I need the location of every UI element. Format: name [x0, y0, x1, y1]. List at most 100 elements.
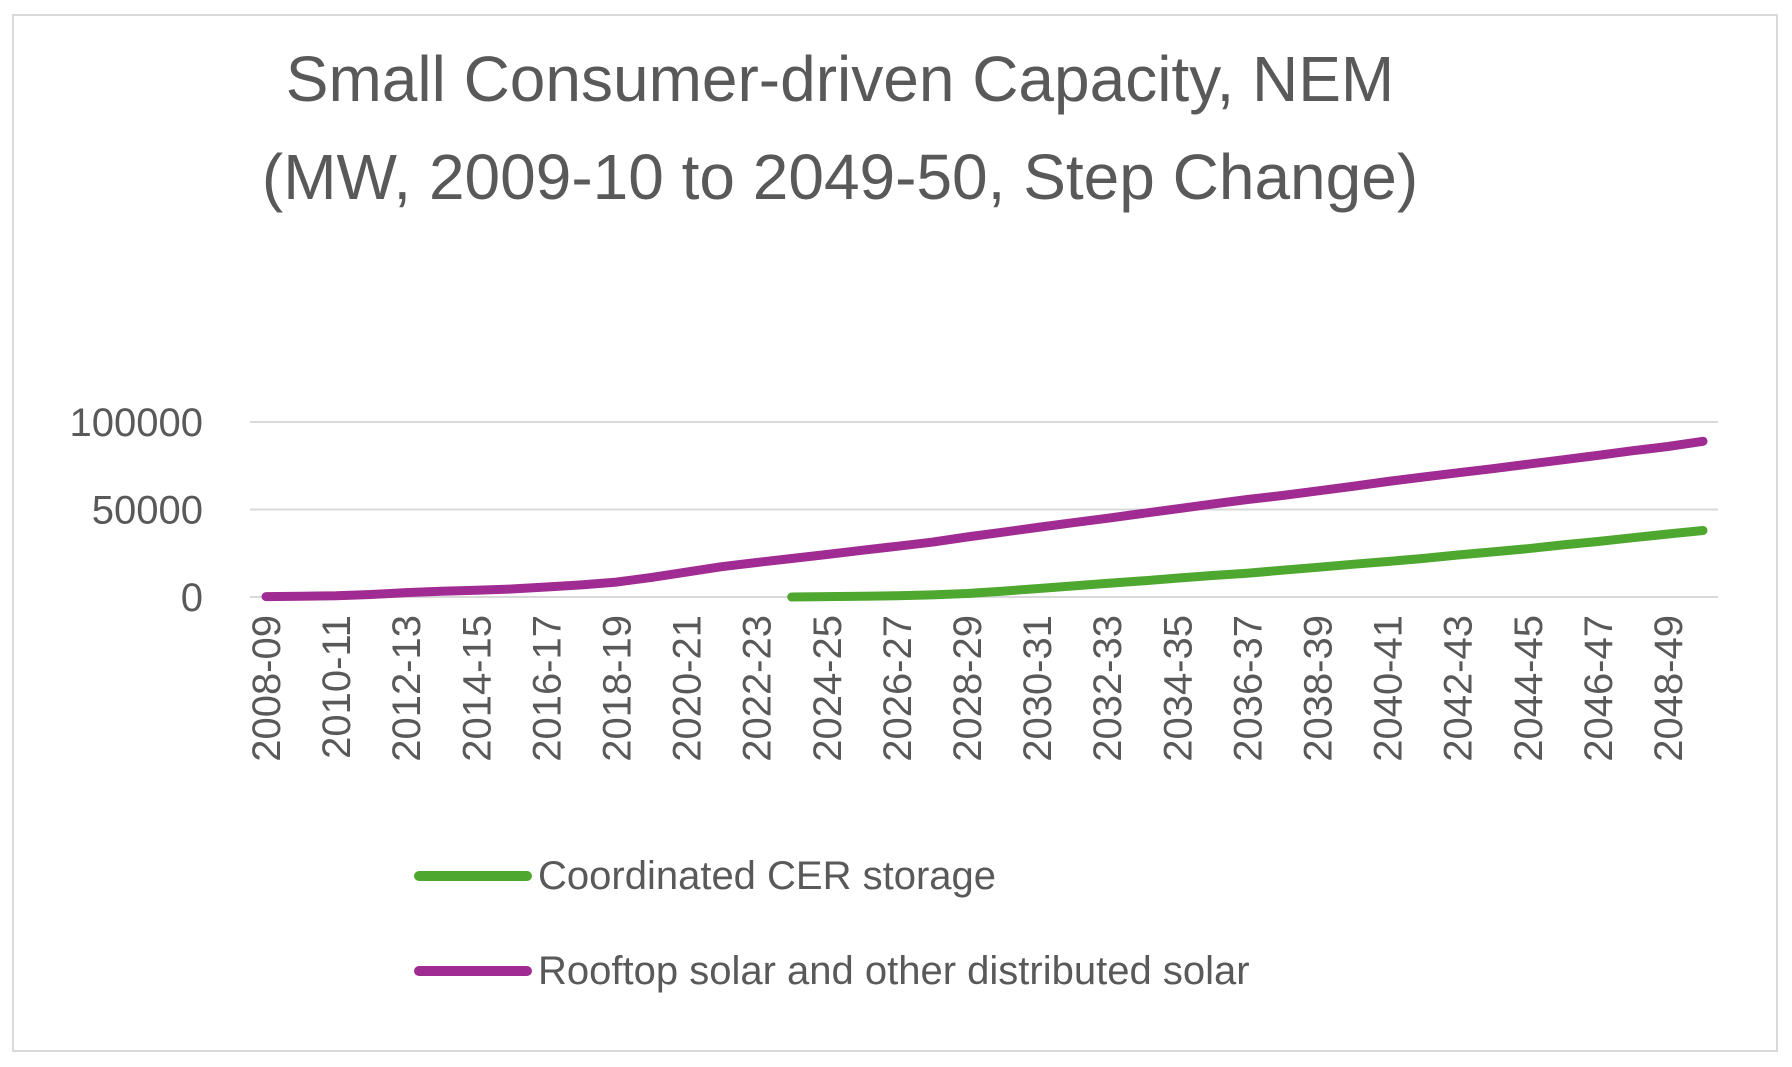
data-point: [826, 596, 828, 598]
x-tick-label: 2020-21: [666, 615, 710, 762]
data-point: [1492, 551, 1494, 553]
data-point: [1317, 566, 1318, 568]
data-point: [1667, 446, 1669, 447]
x-tick-label: 2042-43: [1437, 615, 1481, 762]
data-point: [931, 594, 933, 596]
data-point: [896, 595, 898, 597]
x-tick-label: 2010-11: [315, 615, 359, 759]
data-point: [1527, 463, 1529, 465]
x-axis-ticks: 2008-09 2010-11 2012-13 2014-15 2016-17 2018-…: [245, 615, 1691, 762]
series-line-1: [261, 436, 1708, 602]
data-point: [510, 588, 512, 590]
data-point: [1281, 569, 1283, 571]
data-point: [931, 541, 933, 543]
data-point: [1352, 563, 1353, 565]
legend-label-rooftop-solar: Rooftop solar and other distributed sola…: [538, 949, 1250, 993]
x-tick-label: 2022-23: [736, 615, 780, 762]
data-point: [1036, 527, 1038, 528]
data-point: [756, 562, 758, 563]
data-point: [1667, 533, 1669, 535]
series-lines: [261, 436, 1708, 602]
legend-item-coordinated-cer-storage: Coordinated CER storage: [414, 852, 996, 900]
data-point: [1702, 440, 1704, 442]
data-point: [1632, 450, 1634, 452]
x-tick-label: 2044-45: [1507, 615, 1551, 762]
y-tick-label: 100000: [70, 401, 203, 445]
data-point: [370, 594, 372, 595]
x-tick-label: 2040-41: [1367, 615, 1411, 762]
data-point: [1387, 561, 1389, 562]
data-point: [300, 595, 302, 597]
data-point: [1246, 499, 1248, 500]
data-point: [1562, 544, 1564, 546]
chart-frame: [12, 14, 1778, 1052]
data-point: [1071, 522, 1073, 524]
x-tick-label: 2012-13: [385, 615, 429, 762]
y-tick-label: 50000: [92, 489, 203, 533]
gridlines: [250, 421, 1718, 598]
data-point: [1317, 490, 1318, 492]
legend-swatch-rooftop-solar: [414, 966, 532, 976]
data-point: [1141, 580, 1143, 582]
data-point: [1702, 530, 1704, 531]
x-tick-label: 2008-09: [245, 615, 289, 762]
chart-title-line-2: (MW, 2009-10 to 2049-50, Step Change): [261, 141, 1419, 213]
data-point: [616, 581, 617, 583]
x-tick-label: 2034-35: [1156, 615, 1200, 762]
y-axis-ticks: 0 50000 100000: [70, 401, 203, 620]
data-point: [791, 558, 793, 559]
data-point: [440, 590, 442, 592]
data-point: [861, 549, 863, 551]
data-point: [1387, 481, 1389, 482]
data-point: [405, 592, 407, 594]
data-point: [651, 576, 652, 578]
data-point: [826, 554, 828, 555]
data-point: [1457, 554, 1459, 556]
x-tick-label: 2026-27: [876, 615, 920, 762]
data-point: [861, 595, 863, 597]
data-point: [966, 536, 968, 538]
data-point: [1597, 454, 1599, 456]
data-point: [335, 595, 337, 597]
data-point: [580, 584, 582, 586]
data-point: [1422, 476, 1424, 478]
data-point: [1562, 459, 1564, 461]
data-point: [1176, 508, 1178, 510]
data-point: [1457, 472, 1459, 474]
chart-title-line-1: Small Consumer-driven Capacity, NEM: [285, 43, 1395, 115]
chart-title: Small Consumer-driven Capacity, NEM (MW,…: [0, 30, 1680, 226]
data-point: [1001, 531, 1003, 533]
legend-item-rooftop-solar: Rooftop solar and other distributed sola…: [414, 947, 1250, 995]
x-tick-label: 2016-17: [525, 615, 569, 762]
data-point: [1001, 590, 1003, 592]
data-point: [1246, 572, 1248, 574]
data-point: [1422, 558, 1424, 559]
data-point: [1036, 588, 1038, 590]
y-tick-label: 0: [181, 576, 203, 620]
x-tick-label: 2048-49: [1647, 615, 1691, 762]
data-point: [1071, 585, 1073, 587]
legend-label-coordinated-cer-storage: Coordinated CER storage: [538, 854, 997, 898]
data-point: [1211, 575, 1213, 576]
x-tick-label: 2028-29: [946, 615, 990, 762]
data-point: [1632, 537, 1634, 539]
data-point: [686, 571, 688, 573]
data-point: [1352, 485, 1353, 487]
data-point: [1492, 468, 1494, 470]
data-point: [1527, 548, 1529, 550]
x-tick-label: 2018-19: [595, 615, 639, 762]
data-point: [791, 596, 793, 598]
data-point: [966, 593, 968, 594]
data-point: [265, 596, 267, 598]
data-point: [896, 545, 898, 547]
x-tick-label: 2014-15: [455, 615, 499, 762]
data-point: [1211, 503, 1213, 505]
x-tick-label: 2032-33: [1086, 615, 1130, 762]
x-tick-label: 2046-47: [1577, 615, 1621, 762]
x-tick-label: 2038-39: [1296, 615, 1340, 762]
x-tick-label: 2036-37: [1226, 615, 1270, 762]
x-tick-label: 2024-25: [806, 615, 850, 762]
legend-swatch-coordinated-cer-storage: [414, 871, 532, 881]
data-point: [1106, 582, 1108, 584]
